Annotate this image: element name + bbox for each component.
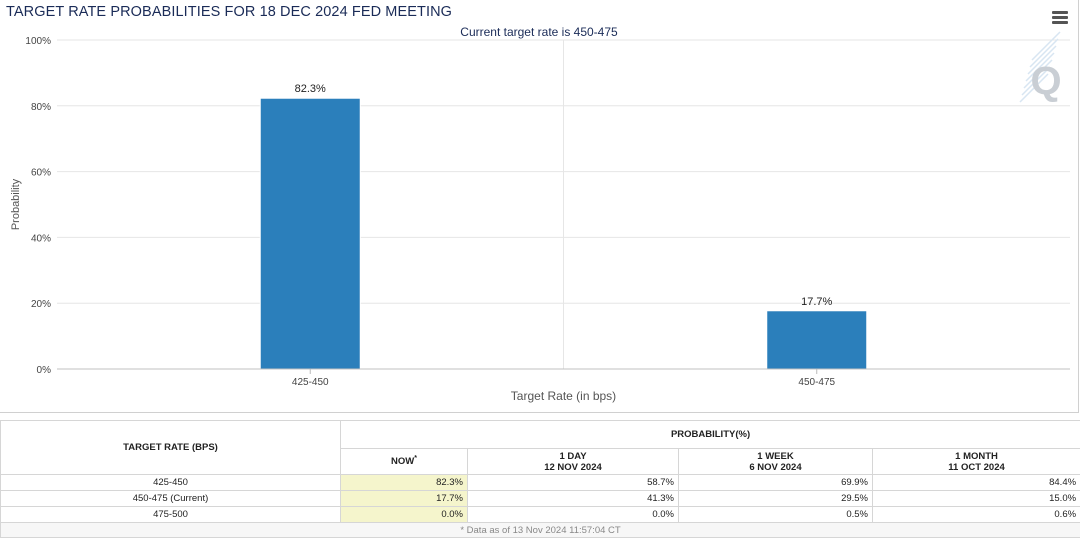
x-tick-label: 450-475	[798, 377, 835, 388]
now-value-cell: 0.0%	[340, 506, 468, 523]
x-axis-title: Target Rate (in bps)	[511, 389, 616, 403]
x-tick-label: 425-450	[292, 377, 329, 388]
chart-panel: TARGET RATE PROBABILITIES FOR 18 DEC 202…	[0, 0, 1079, 413]
column-label: 1 DAY	[559, 450, 587, 462]
column-date: 12 NOV 2024	[544, 461, 602, 473]
value-cell: 69.9%	[678, 474, 873, 491]
value-cell: 84.4%	[871, 474, 1080, 491]
column-date: 11 OCT 2024	[948, 461, 1005, 473]
column-label: 1 WEEK	[757, 450, 794, 462]
rate-cell: 425-450	[0, 474, 341, 491]
value-cell: 0.6%	[871, 506, 1080, 523]
value-cell: 0.0%	[467, 506, 679, 523]
bar	[259, 97, 361, 370]
svg-text:Q: Q	[1030, 59, 1061, 103]
table-row: 450-475 (Current) 17.7% 41.3% 29.5% 15.0…	[0, 490, 1080, 507]
data-label: 17.7%	[801, 296, 832, 308]
hamburger-menu-icon[interactable]	[1052, 11, 1068, 25]
probability-table: TARGET RATE (BPS) PROBABILITY(%) NOW* 1 …	[0, 420, 1080, 538]
value-cell: 41.3%	[467, 490, 679, 507]
value-cell: 15.0%	[871, 490, 1080, 507]
target-rate-header: TARGET RATE (BPS)	[0, 420, 341, 475]
column-header-1-day: 1 DAY 12 NOV 2024	[467, 448, 679, 475]
y-axis-title: Probability	[10, 178, 22, 230]
bar	[766, 310, 868, 370]
table-row: 475-500 0.0% 0.0% 0.5% 0.6%	[0, 506, 1080, 523]
now-value-cell: 82.3%	[340, 474, 468, 491]
y-tick-label: 0%	[37, 365, 52, 376]
column-label: NOW	[391, 456, 415, 468]
column-label: 1 MONTH	[955, 450, 998, 462]
rate-cell: 475-500	[0, 506, 341, 523]
value-cell: 0.5%	[678, 506, 873, 523]
now-value-cell: 17.7%	[340, 490, 468, 507]
bar-chart: 0% 20% 40% 60% 80% 100% 82.3% 425-450 17.7% 450-4…	[10, 31, 1070, 403]
y-tick-label: 80%	[31, 102, 51, 113]
column-header-1-week: 1 WEEK 6 NOV 2024	[678, 448, 873, 475]
chart-subtitle: Current target rate is 450-475	[460, 25, 618, 39]
y-tick-label: 60%	[31, 168, 51, 179]
column-footnote-marker: *	[414, 455, 417, 463]
column-date: 6 NOV 2024	[749, 461, 802, 473]
y-tick-label: 20%	[31, 299, 51, 310]
column-header-1-month: 1 MONTH 11 OCT 2024	[871, 448, 1080, 475]
table-row: 425-450 82.3% 58.7% 69.9% 84.4%	[0, 474, 1080, 491]
watermark-logo-icon: Q	[1019, 31, 1062, 103]
rate-cell: 450-475 (Current)	[0, 490, 341, 507]
value-cell: 29.5%	[678, 490, 873, 507]
data-label: 82.3%	[295, 83, 326, 95]
value-cell: 58.7%	[467, 474, 679, 491]
data-timestamp-footnote: * Data as of 13 Nov 2024 11:57:04 CT	[0, 522, 1080, 538]
y-tick-label: 40%	[31, 233, 51, 244]
column-header-now: NOW*	[340, 448, 468, 475]
probability-header: PROBABILITY(%)	[339, 420, 1080, 449]
y-tick-label: 100%	[25, 36, 51, 47]
chart-title: TARGET RATE PROBABILITIES FOR 18 DEC 202…	[6, 4, 453, 20]
